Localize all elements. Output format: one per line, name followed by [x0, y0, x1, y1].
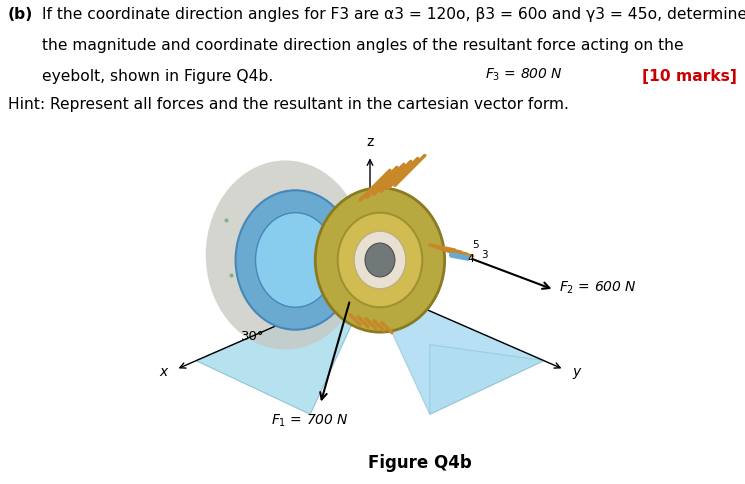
Polygon shape [370, 285, 545, 414]
Text: 3: 3 [481, 250, 488, 260]
Polygon shape [430, 345, 545, 414]
Text: [10 marks]: [10 marks] [642, 69, 737, 84]
Ellipse shape [235, 190, 355, 330]
Text: (b): (b) [8, 7, 34, 22]
Text: 5: 5 [472, 240, 479, 250]
Text: $F_3$ = 800 N: $F_3$ = 800 N [484, 66, 562, 83]
Ellipse shape [365, 243, 395, 277]
Text: Hint: Represent all forces and the resultant in the cartesian vector form.: Hint: Represent all forces and the resul… [8, 97, 569, 112]
Text: 30°: 30° [241, 330, 264, 343]
Text: If the coordinate direction angles for F3 are α3 = 120o, β3 = 60o and γ3 = 45o, : If the coordinate direction angles for F… [42, 7, 745, 22]
Ellipse shape [206, 160, 365, 349]
Text: z: z [367, 136, 374, 150]
Text: 4: 4 [468, 254, 475, 264]
Text: $F_2$ = 600 N: $F_2$ = 600 N [559, 280, 637, 296]
Text: the magnitude and coordinate direction angles of the resultant force acting on t: the magnitude and coordinate direction a… [42, 38, 684, 53]
Text: x: x [159, 365, 168, 379]
Ellipse shape [256, 212, 335, 307]
Text: $F_1$ = 700 N: $F_1$ = 700 N [271, 412, 349, 429]
Ellipse shape [315, 188, 445, 332]
Text: y: y [572, 365, 580, 379]
Text: eyebolt, shown in Figure Q4b.: eyebolt, shown in Figure Q4b. [42, 69, 273, 84]
Text: Figure Q4b: Figure Q4b [368, 454, 472, 472]
Polygon shape [340, 235, 365, 290]
Polygon shape [196, 285, 370, 414]
Ellipse shape [337, 212, 422, 307]
Ellipse shape [354, 231, 406, 289]
